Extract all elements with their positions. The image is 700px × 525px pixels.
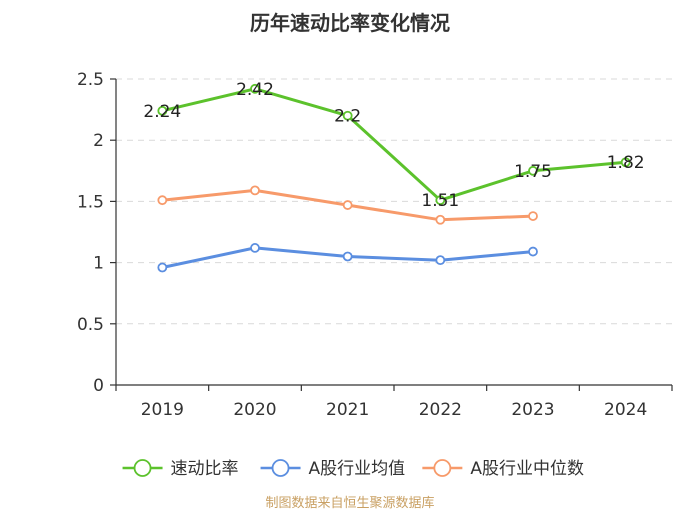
- x-tick-label-2023: 2023: [511, 400, 554, 420]
- y-tick-label-2: 1: [93, 254, 104, 274]
- source-note: 制图数据来自恒生聚源数据库: [265, 495, 434, 511]
- legend-swatch-marker-2: [433, 459, 452, 477]
- data-point-0-2022: [435, 195, 446, 206]
- series-layer: [157, 83, 631, 273]
- data-label-2021: 2.2: [334, 107, 361, 127]
- legend-item-0: 速动比率: [122, 459, 239, 479]
- data-label-2022: 1.51: [421, 191, 459, 211]
- data-point-0-2019: [157, 105, 168, 116]
- legend-item-2: A股行业中位数: [422, 459, 584, 479]
- legend-swatch-marker-1: [271, 459, 290, 477]
- x-tick-label-2020: 2020: [233, 400, 276, 420]
- chart-title: 历年速动比率变化情况: [250, 11, 450, 35]
- data-point-0-2021: [342, 110, 353, 121]
- data-label-layer: 2.24 2.42 2.2 1.51 1.75 1.82: [143, 80, 644, 211]
- legend-label-0: 速动比率: [171, 459, 239, 479]
- data-label-2024: 1.82: [607, 153, 645, 173]
- data-point-1-2023: [528, 246, 538, 257]
- x-tick-label-2021: 2021: [326, 400, 369, 420]
- data-point-2-2021: [342, 200, 353, 210]
- axis-layer: 0 0.5 1 1.5 2 2.5 2019 2020 2021 2022 2023 2024: [77, 70, 673, 420]
- data-point-1-2019: [157, 262, 168, 273]
- data-point-0-2020: [250, 83, 260, 94]
- y-tick-label-5: 2.5: [77, 70, 104, 90]
- y-tick-label-1: 0.5: [77, 315, 104, 335]
- data-point-0-2023: [528, 165, 538, 176]
- data-label-2020: 2.42: [236, 80, 274, 100]
- y-tick-label-0: 0: [93, 376, 104, 396]
- grid-layer: [116, 78, 672, 325]
- legend-swatch-marker-0: [133, 459, 152, 477]
- data-point-2-2019: [157, 195, 168, 206]
- y-tick-label-3: 1.5: [77, 192, 104, 212]
- series-line-0: [161, 87, 626, 202]
- legend-label-1: A股行业均值: [309, 459, 406, 479]
- legend-label-2: A股行业中位数: [470, 459, 584, 479]
- data-point-2-2022: [435, 214, 446, 225]
- x-tick-label-2019: 2019: [141, 400, 184, 420]
- data-point-1-2022: [435, 255, 446, 266]
- data-point-2-2023: [528, 211, 538, 221]
- y-tick-label-4: 2: [93, 131, 104, 151]
- data-label-2019: 2.24: [143, 102, 181, 122]
- data-label-2023: 1.75: [514, 162, 552, 182]
- legend: 速动比率 A股行业均值 A股行业中位数: [122, 459, 584, 479]
- x-tick-label-2022: 2022: [419, 400, 462, 420]
- data-point-1-2021: [342, 251, 353, 262]
- data-point-1-2020: [250, 243, 260, 253]
- legend-item-1: A股行业均值: [260, 459, 406, 479]
- data-point-0-2024: [620, 157, 631, 168]
- x-tick-label-2024: 2024: [604, 400, 647, 420]
- data-point-2-2020: [250, 185, 260, 196]
